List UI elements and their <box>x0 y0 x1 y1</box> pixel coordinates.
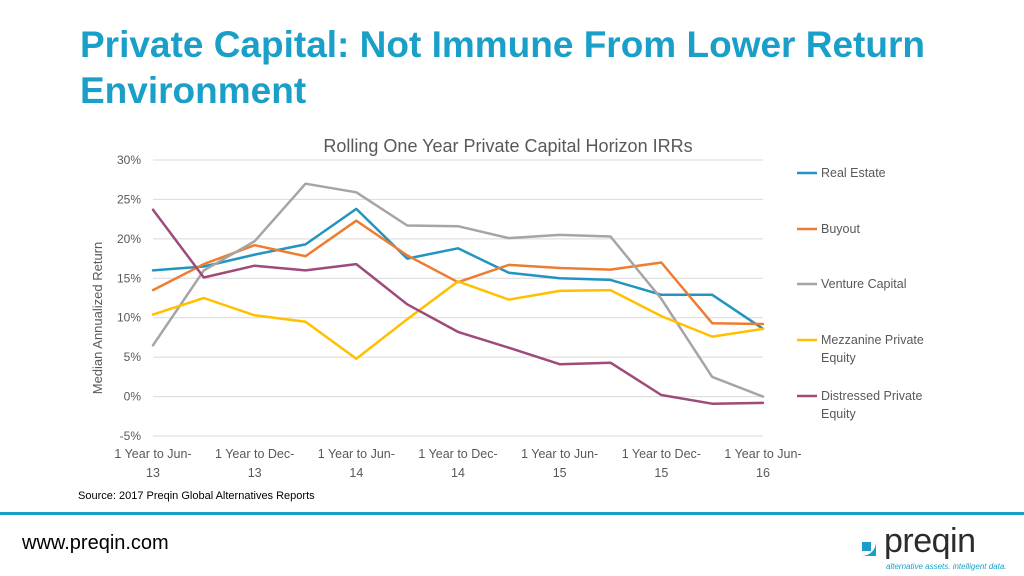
x-tick-label: 1 Year to Dec- <box>215 447 294 461</box>
x-tick-label: 1 Year to Jun- <box>521 447 598 461</box>
source-note: Source: 2017 Preqin Global Alternatives … <box>78 490 315 502</box>
y-tick-label: 20% <box>117 232 141 246</box>
series-line-mezzanine-private-equity <box>151 280 765 360</box>
y-tick-label: 25% <box>117 192 141 206</box>
x-tick-label: 16 <box>756 466 770 480</box>
website-link[interactable]: www.preqin.com <box>22 532 169 554</box>
legend-label-buyout: Buyout <box>821 222 860 236</box>
y-axis-label: Median Annualized Return <box>90 242 105 395</box>
x-tick-label: 1 Year to Jun- <box>318 447 395 461</box>
y-tick-label: 0% <box>124 390 142 404</box>
legend-label-mezzanine-private-equity: Equity <box>821 351 856 365</box>
footer-divider <box>0 512 1024 515</box>
y-tick-label: 10% <box>117 311 141 325</box>
legend-label-venture-capital: Venture Capital <box>821 277 906 291</box>
x-tick-label: 14 <box>451 466 465 480</box>
series-line-buyout <box>151 219 765 326</box>
legend-label-real-estate: Real Estate <box>821 166 886 180</box>
y-tick-label: 30% <box>117 153 141 167</box>
legend-label-mezzanine-private-equity: Mezzanine Private <box>821 333 924 347</box>
x-tick-label: 13 <box>146 466 160 480</box>
x-tick-label: 14 <box>349 466 363 480</box>
x-tick-label: 13 <box>248 466 262 480</box>
slide-title: Private Capital: Not Immune From Lower R… <box>80 24 925 111</box>
legend-label-distressed-private-equity: Equity <box>821 407 856 421</box>
y-tick-label: 5% <box>124 350 142 364</box>
series-line-distressed-private-equity <box>151 208 765 405</box>
chart-title: Rolling One Year Private Capital Horizon… <box>323 136 692 156</box>
preqin-logo-icon <box>848 528 876 556</box>
x-tick-label: 15 <box>654 466 668 480</box>
logo-tagline: alternative assets. intelligent data. <box>886 562 1007 571</box>
y-tick-label: 15% <box>117 271 141 285</box>
line-chart: -5% 0% 5% 10% 15% 20% 25% 30% Rolling One Year P… <box>90 136 924 480</box>
x-tick-label: 1 Year to Jun- <box>114 447 191 461</box>
y-tick-label: -5% <box>120 429 142 443</box>
x-tick-label: 15 <box>553 466 567 480</box>
series-line-venture-capital <box>151 182 765 398</box>
x-tick-label: 1 Year to Jun- <box>724 447 801 461</box>
x-tick-label: 1 Year to Dec- <box>622 447 701 461</box>
legend-label-distressed-private-equity: Distressed Private <box>821 389 922 403</box>
series-line-real-estate <box>151 207 765 331</box>
x-tick-label: 1 Year to Dec- <box>418 447 497 461</box>
preqin-logo[interactable]: preqin alternative assets. intelligent d… <box>846 522 1016 572</box>
logo-wordmark: preqin <box>884 522 976 560</box>
